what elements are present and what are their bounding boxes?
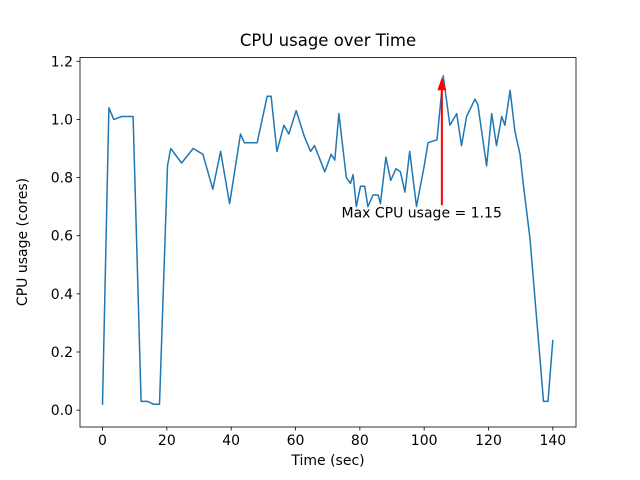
x-tick-label: 120 <box>475 433 502 449</box>
axis-ticks: 0 20 40 60 80 100 120 140 0.0 0.2 0.4 0.6 0.8 1.0 1.2 <box>51 54 566 449</box>
y-tick-label: 0.4 <box>51 287 73 303</box>
y-axis-label: CPU usage (cores) <box>15 178 31 306</box>
y-tick-label: 0.6 <box>51 229 73 245</box>
y-tick-label: 0.2 <box>51 345 73 361</box>
x-axis-label: Time (sec) <box>290 453 364 469</box>
y-tick-label: 0.8 <box>51 171 73 187</box>
x-tick-label: 60 <box>287 433 305 449</box>
x-tick-label: 40 <box>222 433 240 449</box>
plot-frame <box>79 57 577 428</box>
y-tick-label: 1.2 <box>51 54 73 70</box>
x-tick-label: 20 <box>158 433 176 449</box>
x-tick-label: 0 <box>98 433 107 449</box>
annotation-arrow <box>437 77 447 206</box>
annotation-arrow-head <box>437 77 447 91</box>
annotation-text: Max CPU usage = 1.15 <box>342 206 502 222</box>
chart-title: CPU usage over Time <box>240 31 416 50</box>
y-tick-label: 1.0 <box>51 112 73 128</box>
cpu-usage-line <box>101 75 554 406</box>
x-tick-label: 140 <box>539 433 566 449</box>
x-tick-label: 80 <box>351 433 369 449</box>
y-tick-label: 0.0 <box>51 403 73 419</box>
x-tick-label: 100 <box>411 433 438 449</box>
